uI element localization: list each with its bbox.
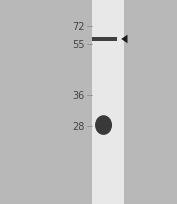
Bar — [92, 38, 117, 42]
Text: 55: 55 — [72, 40, 85, 50]
Text: 28: 28 — [73, 122, 85, 131]
Polygon shape — [121, 35, 127, 44]
Bar — [92, 0, 124, 204]
Ellipse shape — [95, 116, 112, 135]
Text: 36: 36 — [73, 91, 85, 101]
Text: 72: 72 — [72, 22, 85, 31]
